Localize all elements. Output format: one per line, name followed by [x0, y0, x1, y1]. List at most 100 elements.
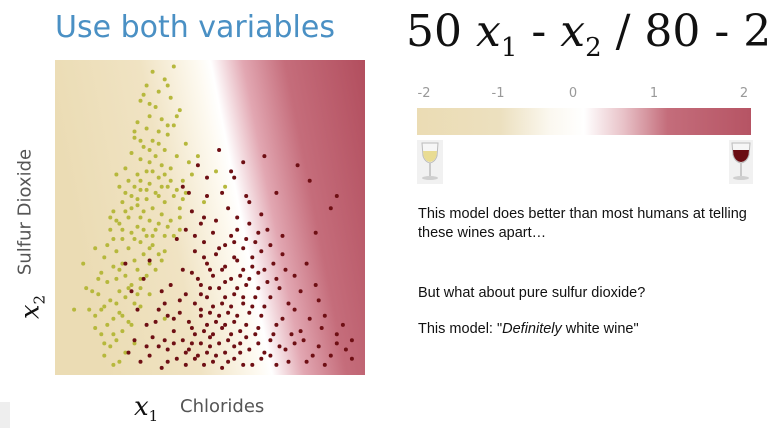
- red-wine-point: [214, 252, 218, 257]
- red-wine-point: [202, 255, 206, 260]
- white-wine-point: [138, 98, 143, 103]
- red-wine-point: [247, 221, 252, 226]
- white-wine-point: [117, 310, 122, 315]
- white-wine-point: [147, 218, 152, 223]
- white-wine-point: [117, 289, 122, 294]
- white-wine-point: [162, 172, 167, 177]
- white-wine-point: [102, 341, 107, 346]
- red-wine-point: [268, 338, 273, 343]
- verdict-prefix: This model: ": [418, 321, 503, 337]
- white-wine-point: [147, 148, 152, 152]
- red-wine-point: [217, 246, 222, 251]
- white-wine-point: [138, 276, 143, 281]
- red-wine-point: [189, 326, 194, 330]
- red-wine-point: [319, 326, 324, 330]
- white-wine-point: [141, 227, 146, 232]
- colorbar-tick-0: 0: [568, 86, 578, 101]
- white-wine-point: [129, 230, 134, 235]
- red-wine-point: [189, 341, 194, 346]
- red-wine-point: [217, 286, 222, 291]
- red-wine-point: [259, 249, 264, 254]
- red-wine-point: [241, 246, 246, 251]
- white-wine-point: [156, 221, 161, 226]
- red-wine-point: [214, 319, 218, 324]
- white-wine-point: [165, 184, 170, 189]
- scatter-plot: [55, 60, 365, 375]
- white-wine-point: [174, 187, 179, 192]
- red-wine-point: [211, 304, 215, 309]
- white-wine-point: [144, 233, 149, 238]
- red-wine-point: [195, 276, 200, 281]
- white-wine-point: [96, 276, 101, 281]
- red-wine-point: [229, 276, 234, 281]
- red-wine-point: [244, 335, 249, 340]
- red-wine-point: [271, 332, 276, 337]
- white-wine-point: [120, 237, 125, 241]
- red-wine-point: [138, 359, 143, 364]
- white-wine-point: [117, 184, 122, 189]
- white-wine-point: [165, 83, 170, 88]
- red-wine-point: [250, 264, 255, 269]
- white-wine-point: [177, 108, 182, 113]
- formula-sub2: 2: [585, 33, 602, 63]
- white-wine-point: [93, 246, 98, 251]
- red-wine-point: [211, 230, 215, 235]
- red-wine-point: [247, 200, 252, 205]
- white-wine-point: [132, 237, 137, 241]
- red-wine-point: [277, 286, 282, 291]
- verdict-suffix: white wine": [561, 321, 639, 337]
- white-wine-point: [126, 286, 131, 291]
- red-wine-point: [147, 258, 152, 263]
- white-wine-point: [141, 252, 146, 257]
- white-wine-point: [183, 141, 188, 146]
- white-wine-point: [120, 329, 125, 334]
- white-wine-point: [141, 209, 146, 214]
- red-wine-point: [198, 313, 203, 318]
- red-wine-point: [186, 190, 191, 195]
- red-wine-point: [313, 230, 318, 235]
- white-wine-point: [165, 123, 170, 128]
- white-wine-point: [153, 105, 158, 109]
- white-wine-point: [144, 169, 149, 174]
- white-wine-point: [153, 190, 158, 195]
- red-wine-point: [183, 292, 188, 297]
- red-wine-point: [186, 319, 191, 324]
- red-wine-point: [256, 270, 261, 275]
- colorbar-tick-1: 1: [649, 86, 659, 101]
- white-wine-point: [186, 160, 191, 165]
- x-axis-label: Chlorides: [180, 396, 265, 417]
- white-wine-point: [126, 215, 131, 220]
- red-wine-point: [226, 206, 231, 211]
- red-wine-point: [180, 338, 185, 343]
- white-wine-point: [162, 148, 167, 152]
- red-wine-point: [208, 335, 212, 340]
- white-wine-point: [156, 175, 161, 180]
- white-wine-point: [183, 190, 188, 195]
- red-wine-point: [232, 255, 237, 260]
- white-wine-point: [135, 224, 140, 229]
- red-wine-point: [271, 261, 276, 266]
- red-wine-point: [268, 243, 273, 248]
- white-wine-point: [147, 101, 152, 106]
- red-wine-point: [192, 233, 197, 238]
- red-wine-point: [244, 283, 249, 287]
- red-wine-point: [244, 194, 249, 198]
- red-wine-point: [244, 322, 249, 327]
- red-wine-point: [150, 335, 155, 340]
- model-performance-text: This model does better than most humans …: [418, 206, 747, 241]
- question-text: But what about pure sulfur dioxide?: [418, 285, 646, 301]
- red-wine-point: [340, 322, 345, 327]
- red-wine-point: [328, 353, 333, 358]
- red-wine-point: [259, 313, 264, 318]
- red-wine-point: [220, 301, 225, 306]
- white-wine-point: [138, 286, 143, 291]
- decision-background: [55, 60, 365, 375]
- white-wine-point: [135, 120, 140, 125]
- white-wine-point: [144, 187, 149, 192]
- red-wine-point: [247, 276, 252, 281]
- white-wine-point: [108, 227, 113, 232]
- red-wine-point: [256, 341, 261, 346]
- white-wine-point: [117, 267, 122, 272]
- red-wine-point: [328, 206, 333, 211]
- red-wine-point: [265, 280, 270, 284]
